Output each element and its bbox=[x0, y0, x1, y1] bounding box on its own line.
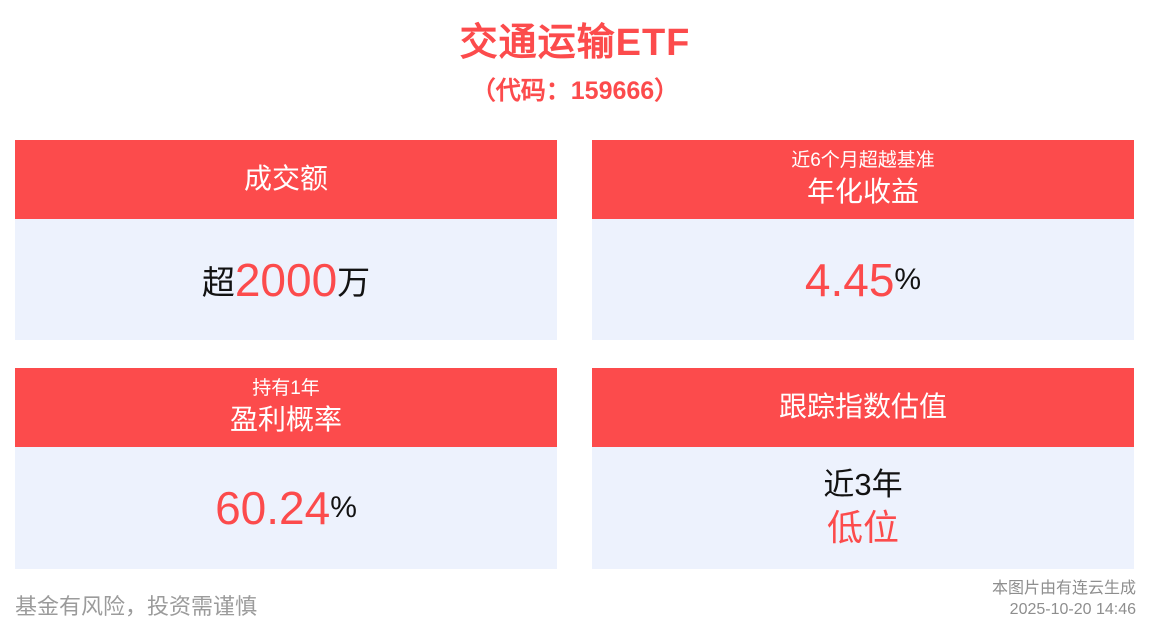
annualized-return-unit: % bbox=[894, 262, 922, 296]
card-profit-probability-value: 60.24% bbox=[15, 447, 557, 569]
generator-credit-line: 本图片由有连云生成 bbox=[991, 579, 1136, 597]
annualized-return-number: 4.45 bbox=[804, 253, 895, 306]
generator-credits: 本图片由有连云生成 2025-10-20 14:46 bbox=[992, 578, 1136, 621]
card-annualized-return-value: 4.45% bbox=[592, 219, 1134, 340]
profit-probability-unit: % bbox=[330, 491, 357, 524]
card-profit-probability-header: 持有1年 盈利概率 bbox=[15, 368, 557, 447]
card-index-valuation-header: 跟踪指数估值 bbox=[592, 368, 1134, 447]
hero-header: 交通运输ETF （代码：159666） bbox=[0, 0, 1150, 104]
index-valuation-title: 跟踪指数估值 bbox=[778, 391, 947, 423]
risk-disclaimer: 基金有风险，投资需谨慎 bbox=[15, 593, 258, 619]
generated-timestamp: 2025-10-20 14:46 bbox=[1009, 601, 1136, 619]
index-valuation-stack: 近3年 低位 bbox=[823, 466, 902, 550]
card-annualized-return: 近6个月超越基准 年化收益 4.45% bbox=[592, 140, 1134, 340]
turnover-number: 2000 bbox=[234, 253, 338, 306]
turnover-suffix: 万 bbox=[337, 263, 371, 301]
fund-code: （代码：159666） bbox=[470, 76, 680, 105]
card-turnover-header: 成交额 bbox=[15, 140, 557, 219]
metric-grid: 成交额 超 2000 万 近6个月超越基准 年化收益 4.45% 持有1年 盈利概率… bbox=[15, 140, 1134, 569]
annualized-return-title: 年化收益 bbox=[806, 175, 919, 207]
card-index-valuation-value: 近3年 低位 bbox=[592, 447, 1134, 569]
card-turnover: 成交额 超 2000 万 bbox=[15, 140, 557, 340]
card-annualized-return-header: 近6个月超越基准 年化收益 bbox=[592, 140, 1134, 219]
index-valuation-period: 近3年 bbox=[823, 467, 903, 503]
card-profit-probability: 持有1年 盈利概率 60.24% bbox=[15, 368, 557, 569]
annualized-return-subtitle: 近6个月超越基准 bbox=[791, 149, 935, 171]
card-index-valuation: 跟踪指数估值 近3年 低位 bbox=[592, 368, 1134, 569]
card-turnover-title: 成交额 bbox=[243, 163, 328, 195]
index-valuation-level: 低位 bbox=[826, 506, 899, 548]
profit-probability-subtitle: 持有1年 bbox=[252, 377, 320, 399]
profit-probability-title: 盈利概率 bbox=[229, 403, 342, 435]
turnover-prefix: 超 bbox=[201, 263, 235, 301]
card-turnover-value: 超 2000 万 bbox=[15, 219, 557, 340]
page-title: 交通运输ETF bbox=[459, 22, 691, 64]
profit-probability-number: 60.24 bbox=[215, 482, 331, 534]
